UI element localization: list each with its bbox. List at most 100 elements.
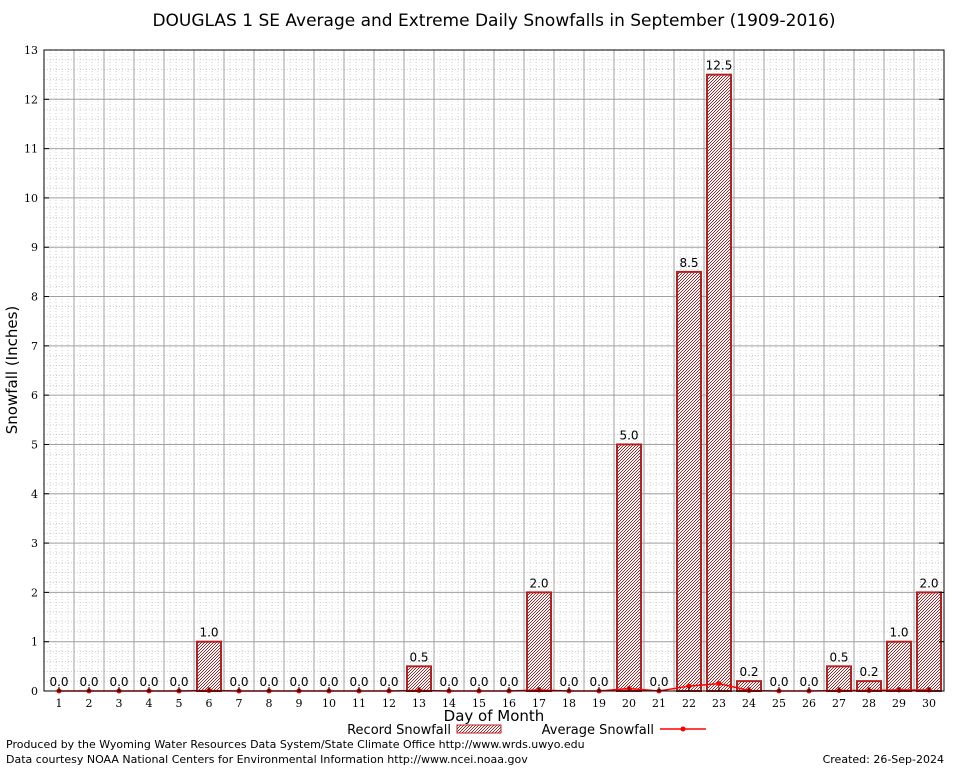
x-tick-label: 21	[652, 697, 666, 710]
legend-average-marker	[680, 726, 686, 732]
bar-value-labels: 0.0 0.0 0.0 0.0 0.0 1.0 0.0 0.0 0.0 0.0 0.0 0.0 0.5 0…	[49, 59, 938, 689]
x-tick-label: 9	[296, 697, 303, 710]
x-tick-label: 30	[922, 697, 936, 710]
bar-value-label: 0.0	[229, 675, 248, 689]
bar-value-label: 0.0	[439, 675, 458, 689]
bar-value-label: 0.0	[559, 675, 578, 689]
bar-value-label: 8.5	[679, 256, 698, 270]
y-tick-label: 0	[31, 685, 38, 698]
y-tick-label: 9	[31, 241, 38, 254]
footer-source: Data courtesy NOAA National Centers for …	[6, 753, 528, 766]
x-tick-label: 15	[472, 697, 486, 710]
y-tick-label: 12	[24, 93, 38, 106]
bar-value-label: 0.0	[49, 675, 68, 689]
average-point	[686, 683, 692, 689]
record-bar	[616, 443, 642, 693]
chart-title: DOUGLAS 1 SE Average and Extreme Daily S…	[152, 11, 835, 31]
y-tick-label: 8	[31, 291, 38, 304]
y-axis-label: Snowfall (Inches)	[3, 306, 21, 434]
bar-value-label: 0.0	[289, 675, 308, 689]
bar-value-label: 0.5	[829, 650, 848, 664]
bar-value-label: 5.0	[619, 428, 638, 442]
x-tick-label: 3	[116, 697, 123, 710]
x-tick-label: 1	[56, 697, 63, 710]
x-tick-label: 23	[712, 697, 726, 710]
x-tick-label: 7	[236, 697, 243, 710]
grid	[44, 49, 944, 692]
bar-value-label: 0.0	[139, 675, 158, 689]
x-tick-label: 16	[502, 697, 516, 710]
x-tick-label: 2	[86, 697, 93, 710]
legend-average-label: Average Snowfall	[542, 723, 654, 738]
bar-value-label: 0.0	[109, 675, 128, 689]
bar-value-label: 0.0	[469, 675, 488, 689]
plot-frame	[43, 49, 945, 692]
footer-created: Created: 26-Sep-2024	[823, 753, 944, 766]
x-tick-label: 12	[382, 697, 396, 710]
bar-value-label: 0.0	[589, 675, 608, 689]
legend-record-swatch	[456, 724, 502, 734]
x-axis-label: Day of Month	[444, 707, 545, 725]
average-point	[716, 681, 722, 687]
x-tick-label: 5	[176, 697, 183, 710]
record-bars	[196, 73, 942, 693]
bar-value-label: 0.0	[79, 675, 98, 689]
x-tick-label: 26	[802, 697, 816, 710]
x-tick-label: 27	[832, 697, 846, 710]
y-tick-label: 13	[24, 44, 38, 57]
x-tick-label: 11	[352, 697, 366, 710]
y-tick-label: 2	[31, 586, 38, 599]
x-axis-ticks: 1 2 3 4 5 6 7 8 9 10 11 12 13 14 15 16 17 18 19 20 21 22 23 24 2…	[56, 687, 936, 710]
bar-value-label: 1.0	[889, 626, 908, 640]
x-tick-label: 28	[862, 697, 876, 710]
bar-value-label: 0.0	[379, 675, 398, 689]
x-tick-label: 13	[412, 697, 426, 710]
x-tick-label: 8	[266, 697, 273, 710]
x-tick-label: 18	[562, 697, 576, 710]
bar-value-label: 2.0	[529, 576, 548, 590]
bar-value-label: 0.2	[859, 665, 878, 679]
y-tick-label: 11	[24, 143, 38, 156]
bar-value-label: 12.5	[706, 59, 733, 73]
bar-value-label: 0.0	[349, 675, 368, 689]
bar-value-label: 0.0	[319, 675, 338, 689]
record-bar	[526, 591, 552, 693]
x-tick-label: 24	[742, 697, 756, 710]
record-bar	[886, 640, 912, 693]
y-tick-label: 10	[24, 192, 38, 205]
x-tick-label: 14	[442, 697, 456, 710]
record-bar	[826, 665, 852, 692]
y-tick-label: 4	[31, 488, 38, 501]
bar-value-label: 0.2	[739, 665, 758, 679]
footer-producer: Produced by the Wyoming Water Resources …	[6, 738, 585, 751]
record-bar	[676, 270, 702, 692]
y-tick-label: 3	[31, 537, 38, 550]
x-tick-label: 17	[532, 697, 546, 710]
legend-record-label: Record Snowfall	[347, 723, 451, 738]
bar-value-label: 0.5	[409, 650, 428, 664]
y-tick-label: 6	[31, 389, 38, 402]
x-tick-label: 10	[322, 697, 336, 710]
record-bar	[916, 591, 942, 693]
bar-value-label: 0.0	[649, 675, 668, 689]
record-bar	[196, 640, 222, 693]
x-tick-label: 19	[592, 697, 606, 710]
x-tick-label: 20	[622, 697, 636, 710]
bar-value-label: 0.0	[259, 675, 278, 689]
x-tick-label: 4	[146, 697, 153, 710]
bar-value-label: 0.0	[169, 675, 188, 689]
x-tick-label: 6	[206, 697, 213, 710]
y-tick-label: 5	[31, 438, 38, 451]
bar-value-label: 0.0	[769, 675, 788, 689]
x-tick-label: 29	[892, 697, 906, 710]
x-tick-label: 25	[772, 697, 786, 710]
bar-value-label: 2.0	[919, 576, 938, 590]
bar-value-label: 0.0	[499, 675, 518, 689]
y-tick-label: 7	[31, 340, 38, 353]
x-tick-label: 22	[682, 697, 696, 710]
bar-value-label: 1.0	[199, 626, 218, 640]
bar-value-label: 0.0	[799, 675, 818, 689]
legend: Record Snowfall Average Snowfall	[347, 723, 706, 738]
